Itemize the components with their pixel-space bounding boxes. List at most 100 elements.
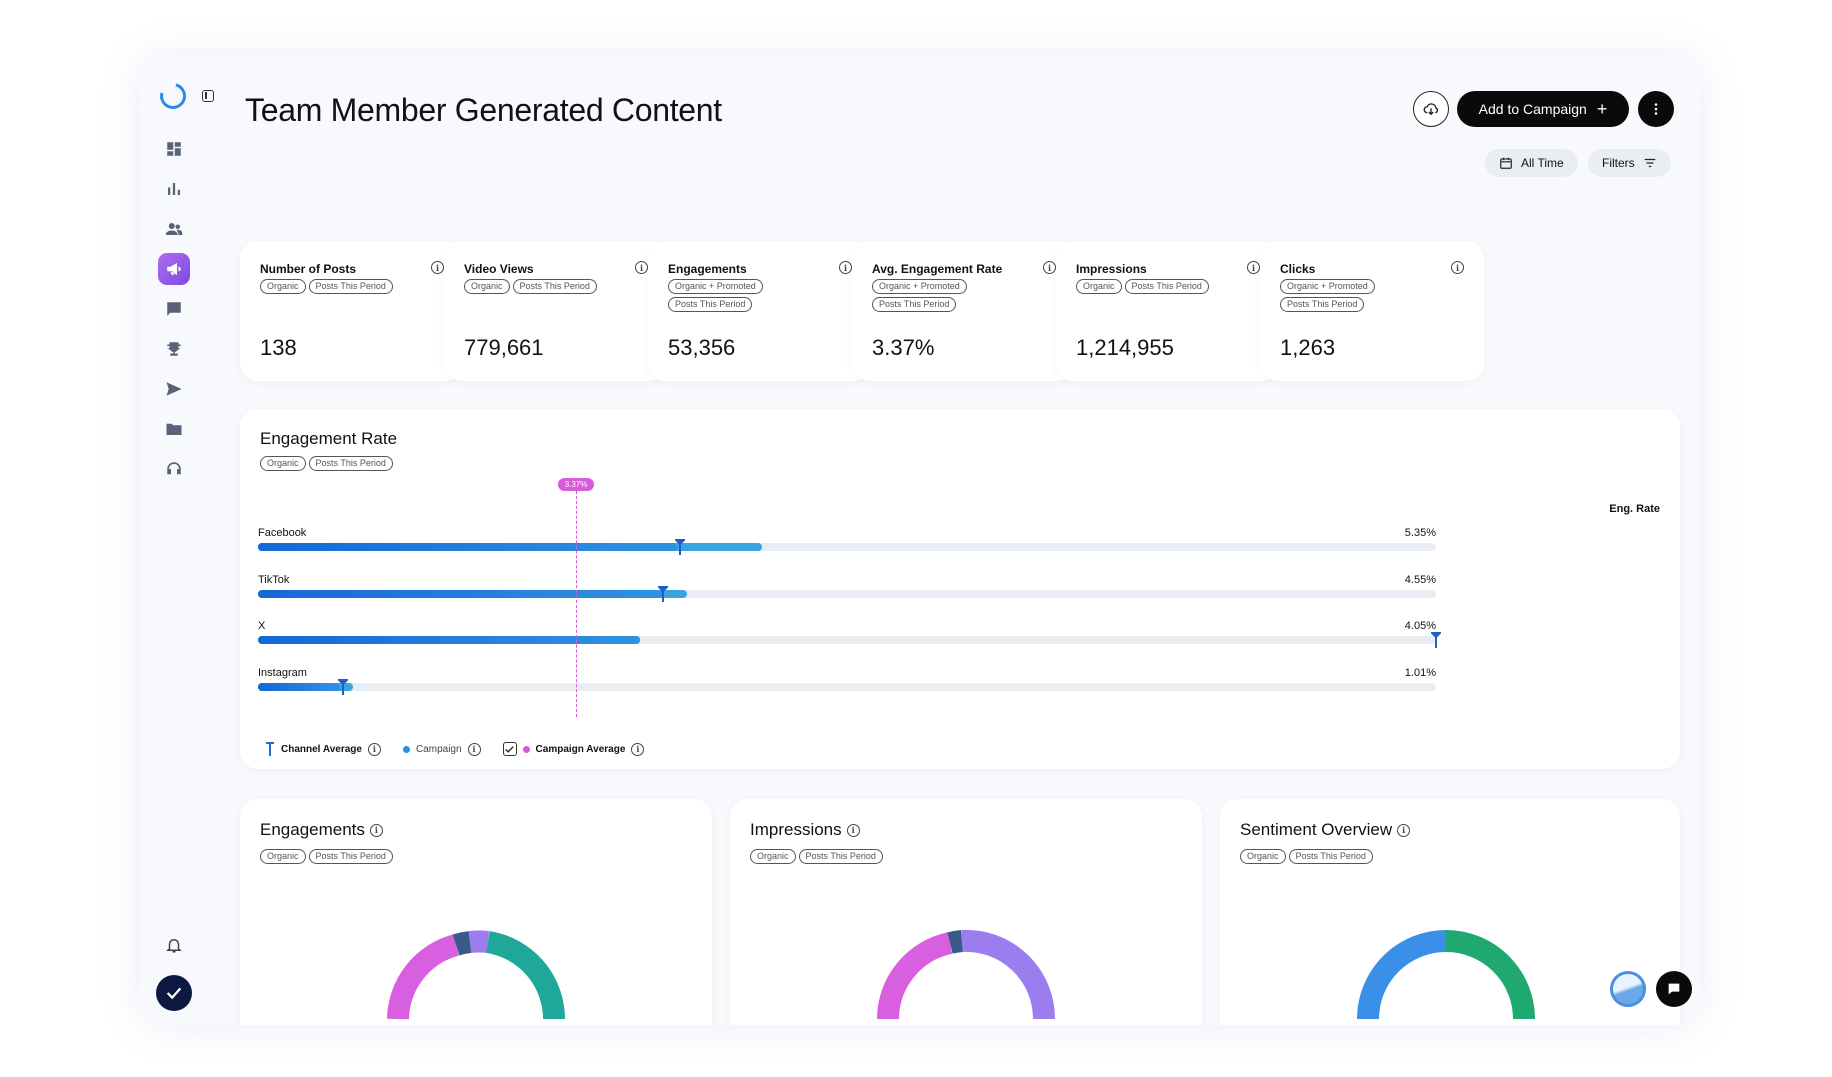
card-tags: Organic Posts This Period bbox=[750, 849, 883, 864]
tag: Organic + Promoted bbox=[872, 279, 967, 294]
info-icon[interactable]: i bbox=[631, 742, 645, 756]
info-icon[interactable]: i bbox=[1043, 261, 1056, 274]
stat-label: Clicks bbox=[1280, 262, 1316, 276]
sidebar-item-people[interactable] bbox=[162, 217, 186, 241]
card-header: Impressions i bbox=[750, 820, 860, 840]
chat-widget-button[interactable] bbox=[1656, 971, 1692, 1007]
tag: Organic bbox=[260, 279, 306, 294]
info-icon[interactable]: i bbox=[839, 261, 852, 274]
tag: Organic bbox=[260, 456, 306, 471]
info-icon[interactable]: i bbox=[1247, 261, 1260, 274]
filter-icon bbox=[1644, 158, 1655, 168]
tag: Organic bbox=[464, 279, 510, 294]
bar-track bbox=[258, 589, 1436, 598]
more-options-button[interactable] bbox=[1638, 91, 1674, 127]
sidebar-item-files[interactable] bbox=[162, 417, 186, 441]
stat-label: Number of Posts bbox=[260, 262, 357, 276]
card-header: Engagements i bbox=[260, 820, 383, 840]
tag: Posts This Period bbox=[668, 297, 753, 312]
folder-icon bbox=[166, 423, 182, 435]
channel-row: TikTok 4.55% bbox=[258, 574, 1436, 604]
card-tags: Organic Posts This Period bbox=[260, 849, 393, 864]
channel-label: X bbox=[258, 620, 266, 632]
sentiment-overview-card: Sentiment Overview i Organic Posts This … bbox=[1220, 799, 1680, 1025]
bar-campaign[interactable] bbox=[258, 543, 678, 551]
eng-rate-value: 4.55% bbox=[1404, 573, 1436, 586]
channel-average-marker bbox=[337, 678, 348, 695]
sidebar-item-send[interactable] bbox=[162, 377, 186, 401]
stat-value: 138 bbox=[260, 335, 297, 360]
tag: Posts This Period bbox=[512, 279, 597, 294]
campaign-average-line bbox=[576, 491, 578, 717]
chat-icon bbox=[167, 302, 181, 316]
app-window: Team Member Generated Content Add to Cam… bbox=[140, 57, 1700, 1025]
sidebar-item-dashboard[interactable] bbox=[162, 137, 186, 161]
impressions-card: Impressions i Organic Posts This Period bbox=[730, 799, 1202, 1025]
stat-tags: Organic + Promoted Posts This Period bbox=[1280, 279, 1460, 312]
bar-track bbox=[258, 682, 1436, 691]
download-button[interactable] bbox=[1413, 91, 1449, 127]
bar-campaign[interactable] bbox=[258, 636, 640, 644]
collapse-sidebar-button[interactable] bbox=[202, 90, 214, 102]
sidebar-item-support[interactable] bbox=[162, 457, 186, 481]
tag: Posts This Period bbox=[872, 297, 957, 312]
campaign-average-label: 3.37% bbox=[558, 478, 595, 491]
avatar[interactable] bbox=[156, 975, 192, 1011]
tag: Organic + Promoted bbox=[1280, 279, 1375, 294]
stat-tags: Organic Posts This Period bbox=[1076, 279, 1256, 294]
add-to-campaign-button[interactable]: Add to Campaign + bbox=[1457, 91, 1629, 127]
stat-value: 3.37% bbox=[872, 335, 935, 360]
legend-campaign-average: Campaign Average bbox=[535, 743, 626, 755]
campaign-average-checkbox[interactable] bbox=[502, 742, 517, 756]
tag: Organic bbox=[260, 849, 306, 864]
tag: Organic bbox=[750, 849, 796, 864]
sidebar-item-campaigns[interactable] bbox=[158, 253, 190, 285]
engagements-card: Engagements i Organic Posts This Period bbox=[240, 799, 712, 1025]
stat-value: 1,214,955 bbox=[1076, 335, 1174, 360]
filters-label: Filters bbox=[1602, 156, 1635, 170]
info-icon[interactable]: i bbox=[431, 261, 444, 274]
stat-card: Avg. Engagement Rate i Organic + Promote… bbox=[852, 241, 1076, 381]
engagements-donut-chart bbox=[387, 930, 565, 1020]
info-icon[interactable]: i bbox=[846, 823, 860, 837]
channel-row: X 4.05% bbox=[258, 620, 1441, 650]
bar-chart-icon bbox=[168, 183, 180, 195]
eng-rate-value: 4.05% bbox=[1404, 620, 1436, 632]
channel-average-marker bbox=[674, 539, 685, 555]
filters-button[interactable]: Filters bbox=[1588, 149, 1671, 177]
info-icon[interactable]: i bbox=[1451, 261, 1464, 274]
send-icon bbox=[166, 382, 182, 396]
info-icon[interactable]: i bbox=[635, 261, 648, 274]
stat-card: Engagements i Organic + Promoted Posts Th… bbox=[648, 241, 872, 381]
engagement-rate-title: Engagement Rate bbox=[260, 429, 398, 448]
bar-campaign[interactable] bbox=[258, 682, 341, 691]
add-to-campaign-label: Add to Campaign bbox=[1478, 101, 1587, 117]
legend-campaign: Campaign bbox=[415, 743, 462, 755]
sentiment-donut-chart bbox=[1357, 930, 1535, 1020]
info-icon[interactable]: i bbox=[367, 742, 381, 756]
eng-rate-value: 1.01% bbox=[1404, 666, 1436, 679]
channel-average-marker bbox=[658, 585, 669, 602]
assistant-widget[interactable] bbox=[1610, 971, 1646, 1007]
plus-icon: + bbox=[1596, 99, 1608, 119]
date-range-button[interactable]: All Time bbox=[1485, 149, 1578, 177]
info-icon[interactable]: i bbox=[1397, 823, 1411, 837]
tag: Organic bbox=[1240, 849, 1286, 864]
sidebar-item-messages[interactable] bbox=[162, 297, 186, 321]
date-range-label: All Time bbox=[1521, 156, 1564, 170]
info-icon[interactable]: i bbox=[467, 742, 481, 756]
engagements-title: Engagements bbox=[260, 820, 365, 839]
channel-row: Facebook 5.35% bbox=[258, 527, 1436, 557]
logo-icon bbox=[155, 78, 191, 114]
card-tags: Organic Posts This Period bbox=[1240, 849, 1373, 864]
notifications-button[interactable] bbox=[162, 933, 186, 957]
info-icon[interactable]: i bbox=[369, 823, 383, 837]
sidebar bbox=[140, 57, 206, 1025]
sidebar-item-leaderboard[interactable] bbox=[162, 337, 186, 361]
calendar-icon bbox=[1500, 157, 1512, 169]
channel-average-marker bbox=[1431, 632, 1441, 648]
bar-campaign[interactable] bbox=[258, 589, 665, 598]
sidebar-item-analytics[interactable] bbox=[162, 177, 186, 201]
stat-card: Clicks i Organic + Promoted Posts This Pe… bbox=[1260, 241, 1484, 381]
impressions-donut-chart bbox=[877, 929, 1056, 1020]
